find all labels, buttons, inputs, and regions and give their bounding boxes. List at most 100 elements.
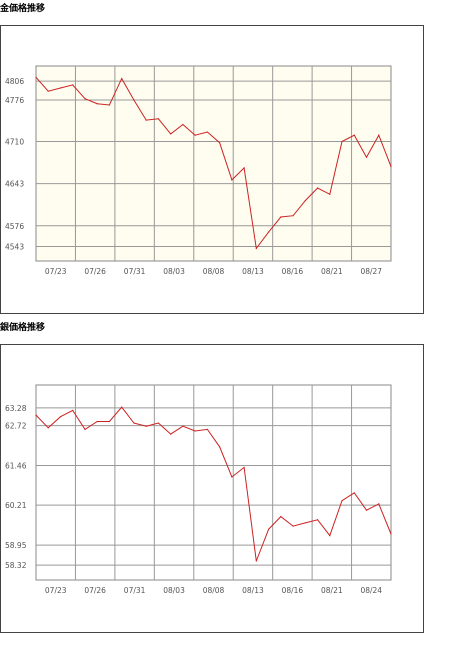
silver-data-point (47, 427, 49, 429)
gold-data-point (133, 99, 135, 101)
silver-data-point (206, 428, 208, 430)
gold-y-tick-label: 4776 (5, 96, 24, 105)
gold-data-point (378, 134, 380, 136)
silver-data-point (194, 430, 196, 432)
silver-data-point (182, 425, 184, 427)
gold-x-tick-label: 08/13 (242, 267, 264, 276)
gold-y-tick-label: 4543 (5, 243, 24, 252)
gold-x-tick-label: 07/26 (84, 267, 106, 276)
silver-data-point (121, 406, 123, 408)
silver-x-tick-label: 07/23 (45, 586, 67, 595)
silver-x-tick-label: 08/08 (203, 586, 225, 595)
gold-data-point (47, 90, 49, 92)
silver-data-point (255, 560, 257, 562)
gold-data-point (255, 247, 257, 250)
silver-data-point (365, 509, 368, 511)
gold-x-tick-label: 08/27 (360, 267, 382, 276)
silver-x-tick-label: 07/31 (124, 586, 146, 595)
silver-data-point (35, 414, 37, 416)
gold-data-point (121, 77, 123, 80)
silver-data-point (378, 503, 380, 505)
silver-data-point (133, 422, 135, 424)
silver-y-tick-label: 58.95 (5, 541, 27, 550)
gold-data-point (108, 104, 111, 106)
silver-y-tick-label: 63.28 (5, 404, 27, 413)
silver-data-point (390, 533, 392, 535)
silver-data-point (280, 515, 282, 518)
silver-x-tick-label: 08/16 (282, 586, 304, 595)
gold-data-point (59, 87, 62, 89)
gold-plot-area (35, 65, 392, 262)
gold-x-tick-label: 08/03 (163, 267, 185, 276)
silver-y-tick-label: 61.46 (5, 462, 27, 471)
gold-data-point (341, 140, 343, 143)
gold-data-point (72, 84, 74, 86)
gold-data-point (280, 216, 282, 218)
gold-data-point (353, 134, 355, 136)
silver-data-point (72, 409, 74, 411)
silver-chart-title: 銀価格推移 (0, 323, 46, 333)
gold-y-tick-label: 4576 (5, 222, 24, 231)
gold-x-tick-label: 08/21 (321, 267, 343, 276)
gold-data-point (243, 167, 245, 169)
gold-y-tick-label: 4643 (5, 180, 24, 189)
gold-x-tick-label: 07/23 (45, 267, 67, 276)
silver-x-tick-label: 08/21 (321, 586, 343, 595)
gold-x-tick-label: 08/16 (282, 267, 304, 276)
gold-chart-panel: 4806 4776 4710 4643 4576 4543 07/23 07/26 07/31 0… (0, 25, 424, 314)
gold-chart-title: 金価格推移 (0, 4, 46, 14)
silver-plot-area (35, 384, 392, 581)
silver-data-point (170, 433, 172, 435)
silver-data-point (292, 525, 294, 527)
silver-data-point (108, 420, 111, 423)
silver-data-point (59, 416, 62, 418)
gold-x-tick-label: 08/08 (203, 267, 225, 276)
silver-data-point (157, 422, 160, 424)
silver-data-point (231, 476, 233, 478)
gold-price-line (35, 76, 392, 250)
gold-x-tick-label: 07/31 (124, 267, 146, 276)
silver-data-point (341, 500, 343, 502)
silver-data-point (329, 535, 331, 537)
gold-data-point (84, 98, 86, 100)
gold-data-point (157, 118, 160, 120)
gold-data-point (219, 142, 221, 144)
silver-x-tick-label: 08/03 (163, 586, 185, 595)
gold-data-point (145, 119, 147, 121)
gold-data-point (267, 231, 270, 233)
silver-chart-panel: 63.28 62.72 61.46 60.21 58.95 58.32 07/23 07/26… (0, 344, 424, 633)
gold-data-point (292, 215, 294, 217)
silver-data-point (145, 425, 147, 427)
silver-y-tick-label: 58.32 (5, 561, 27, 570)
gold-data-point (182, 123, 184, 126)
gold-data-point (365, 156, 368, 158)
silver-y-tick-label: 60.21 (5, 501, 27, 510)
silver-y-tick-label: 62.72 (5, 422, 27, 431)
silver-data-point (243, 466, 245, 469)
silver-data-point (84, 428, 86, 430)
gold-data-point (316, 187, 319, 189)
gold-data-point (96, 103, 98, 105)
gold-data-point (231, 179, 233, 181)
silver-data-point (267, 528, 270, 530)
silver-price-line (35, 406, 392, 562)
silver-data-point (353, 492, 355, 494)
gold-y-tick-label: 4710 (5, 137, 24, 146)
gold-data-point (206, 131, 208, 133)
gold-data-point (35, 76, 37, 78)
silver-data-point (219, 446, 221, 448)
gold-y-tick-label: 4806 (5, 77, 24, 86)
gold-data-point (194, 134, 196, 136)
gold-data-point (329, 193, 331, 195)
silver-data-point (304, 522, 306, 524)
gold-data-point (170, 133, 172, 135)
silver-data-point (96, 420, 98, 423)
silver-price-chart: 63.28 62.72 61.46 60.21 58.95 58.32 07/23 07/26… (5, 384, 392, 595)
silver-x-tick-label: 08/13 (242, 586, 264, 595)
silver-x-tick-label: 07/26 (84, 586, 106, 595)
silver-data-point (316, 519, 319, 521)
gold-data-point (390, 166, 392, 168)
gold-data-point (304, 200, 306, 202)
gold-price-chart: 4806 4776 4710 4643 4576 4543 07/23 07/26 07/31 0… (5, 65, 392, 276)
silver-x-tick-label: 08/24 (360, 586, 382, 595)
